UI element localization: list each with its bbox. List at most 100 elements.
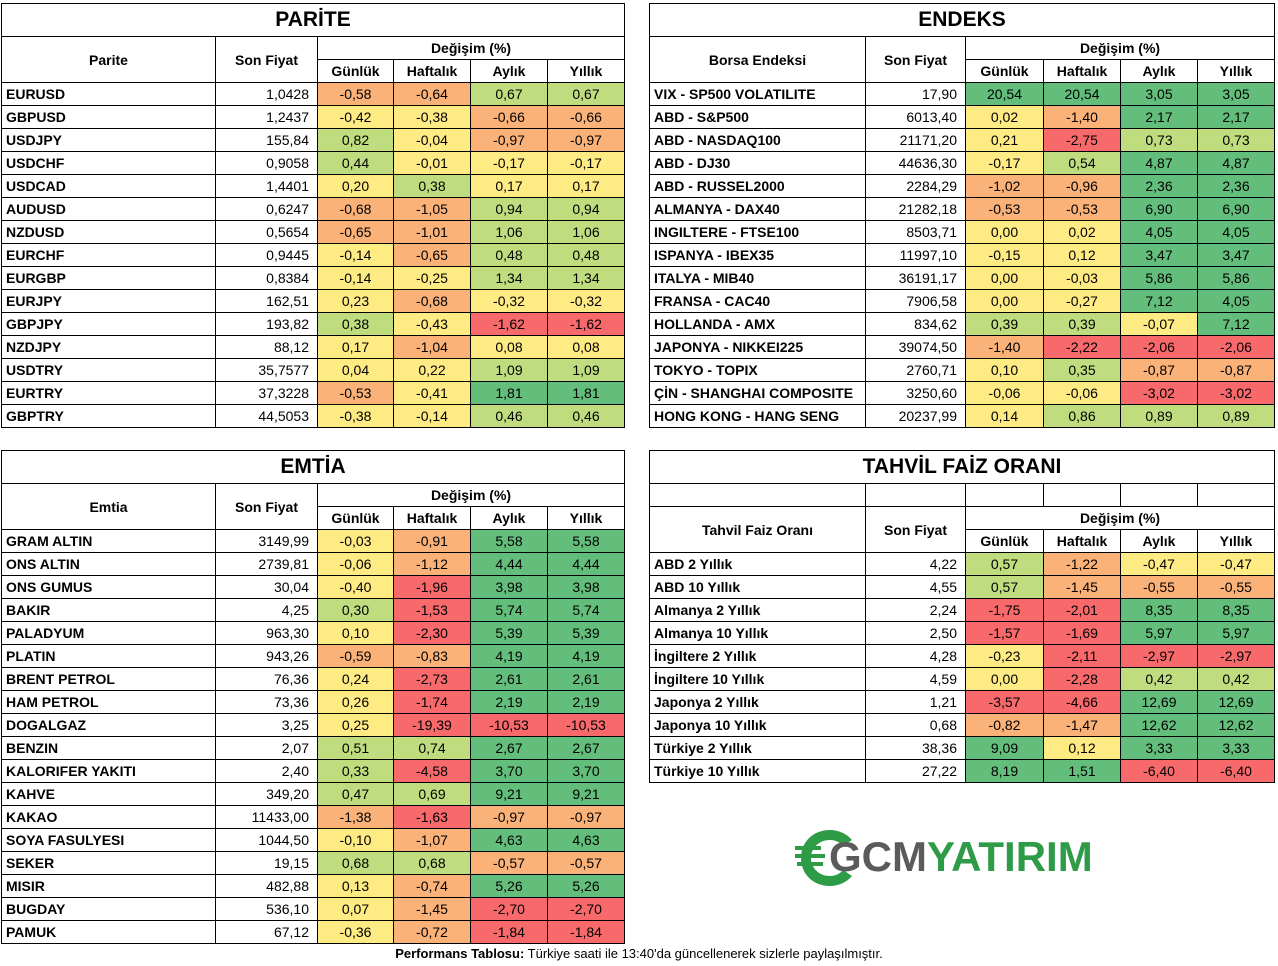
row-name: KAKAO xyxy=(1,805,216,829)
table-row: BAKIR 4,25 0,30 -1,53 5,74 5,74 xyxy=(1,598,625,622)
table-row: Japonya 10 Yıllık 0,68 -0,82 -1,47 12,62 12,6… xyxy=(649,713,1275,737)
change-monthly: 2,19 xyxy=(470,690,548,714)
row-price: 21282,18 xyxy=(865,197,966,221)
change-daily: 0,30 xyxy=(317,598,394,622)
table-row: BUGDAY 536,10 0,07 -1,45 -2,70 -2,70 xyxy=(1,897,625,921)
change-daily: 0,02 xyxy=(965,105,1044,129)
table-row: SOYA FASULYESI 1044,50 -0,10 -1,07 4,63 4,63 xyxy=(1,828,625,852)
change-weekly: -0,65 xyxy=(393,243,471,267)
change-monthly: 0,73 xyxy=(1120,128,1198,152)
table-row: BENZIN 2,07 0,51 0,74 2,67 2,67 xyxy=(1,736,625,760)
row-name: GBPUSD xyxy=(1,105,216,129)
change-daily: -0,58 xyxy=(317,82,394,106)
change-daily: 0,57 xyxy=(965,552,1044,576)
row-name: PAMUK xyxy=(1,920,216,944)
table-row: SEKER 19,15 0,68 0,68 -0,57 -0,57 xyxy=(1,851,625,875)
change-yearly: 0,17 xyxy=(547,174,625,198)
row-name: GRAM ALTIN xyxy=(1,529,216,553)
table-row: INGILTERE - FTSE100 8503,71 0,00 0,02 4,05 4,… xyxy=(649,220,1275,244)
change-daily: -0,15 xyxy=(965,243,1044,267)
change-yearly: 6,90 xyxy=(1197,197,1275,221)
row-price: 4,55 xyxy=(865,575,966,599)
row-price: 44636,30 xyxy=(865,151,966,175)
change-weekly: -1,63 xyxy=(393,805,471,829)
change-daily: -0,68 xyxy=(317,197,394,221)
emtia-title: EMTİA xyxy=(1,450,625,484)
row-name: EURCHF xyxy=(1,243,216,267)
change-daily: 0,21 xyxy=(965,128,1044,152)
row-price: 17,90 xyxy=(865,82,966,106)
change-monthly: 1,81 xyxy=(470,381,548,405)
change-yearly: 0,94 xyxy=(547,197,625,221)
change-weekly: -1,12 xyxy=(393,552,471,576)
change-weekly: 0,12 xyxy=(1043,243,1121,267)
change-weekly: 0,74 xyxy=(393,736,471,760)
row-name: NZDJPY xyxy=(1,335,216,359)
change-monthly: 3,70 xyxy=(470,759,548,783)
row-name: ABD - NASDAQ100 xyxy=(649,128,866,152)
row-name: EURGBP xyxy=(1,266,216,290)
change-daily: 0,07 xyxy=(317,897,394,921)
change-monthly: -6,40 xyxy=(1120,759,1198,783)
change-monthly: 0,89 xyxy=(1120,404,1198,428)
change-weekly: 20,54 xyxy=(1043,82,1121,106)
endeks-header-monthly: Aylık xyxy=(1120,59,1198,83)
gcm-logo: GCMYATIRIM xyxy=(795,822,1125,892)
emtia-header-monthly: Aylık xyxy=(470,506,548,530)
tahvil-header-daily: Günlük xyxy=(965,529,1044,553)
parite-header-weekly: Haftalık xyxy=(393,59,471,83)
change-yearly: 5,26 xyxy=(547,874,625,898)
change-monthly: 4,44 xyxy=(470,552,548,576)
change-weekly: 0,39 xyxy=(1043,312,1121,336)
change-weekly: -0,38 xyxy=(393,105,471,129)
change-yearly: 9,21 xyxy=(547,782,625,806)
endeks-header-price: Son Fiyat xyxy=(865,36,966,83)
table-row: USDTRY 35,7577 0,04 0,22 1,09 1,09 xyxy=(1,358,625,382)
row-price: 2284,29 xyxy=(865,174,966,198)
change-monthly: 0,94 xyxy=(470,197,548,221)
change-daily: 0,14 xyxy=(965,404,1044,428)
table-row: NZDJPY 88,12 0,17 -1,04 0,08 0,08 xyxy=(1,335,625,359)
row-name: Almanya 2 Yıllık xyxy=(649,598,866,622)
change-weekly: -0,91 xyxy=(393,529,471,553)
row-name: FRANSA - CAC40 xyxy=(649,289,866,313)
change-daily: 0,44 xyxy=(317,151,394,175)
change-weekly: -2,73 xyxy=(393,667,471,691)
change-yearly: 1,34 xyxy=(547,266,625,290)
change-monthly: 5,26 xyxy=(470,874,548,898)
emtia-header-daily: Günlük xyxy=(317,506,394,530)
table-row: KAKAO 11433,00 -1,38 -1,63 -0,97 -0,97 xyxy=(1,805,625,829)
table-row: EURCHF 0,9445 -0,14 -0,65 0,48 0,48 xyxy=(1,243,625,267)
table-row: ABD 10 Yıllık 4,55 0,57 -1,45 -0,55 -0,55 xyxy=(649,575,1275,599)
table-row: İngiltere 10 Yıllık 4,59 0,00 -2,28 0,42 0,42 xyxy=(649,667,1275,691)
change-yearly: 3,47 xyxy=(1197,243,1275,267)
table-row: ONS GUMUS 30,04 -0,40 -1,96 3,98 3,98 xyxy=(1,575,625,599)
change-monthly: 0,67 xyxy=(470,82,548,106)
change-weekly: -0,06 xyxy=(1043,381,1121,405)
change-yearly: 3,70 xyxy=(547,759,625,783)
row-name: SEKER xyxy=(1,851,216,875)
change-daily: 0,57 xyxy=(965,575,1044,599)
row-price: 155,84 xyxy=(215,128,318,152)
emtia-header-weekly: Haftalık xyxy=(393,506,471,530)
change-daily: 9,09 xyxy=(965,736,1044,760)
row-name: USDTRY xyxy=(1,358,216,382)
change-weekly: -2,30 xyxy=(393,621,471,645)
row-name: Türkiye 10 Yıllık xyxy=(649,759,866,783)
row-price: 0,68 xyxy=(865,713,966,737)
change-monthly: 1,09 xyxy=(470,358,548,382)
change-yearly: 0,73 xyxy=(1197,128,1275,152)
change-monthly: 0,08 xyxy=(470,335,548,359)
table-row: USDJPY 155,84 0,82 -0,04 -0,97 -0,97 xyxy=(1,128,625,152)
change-yearly: 12,62 xyxy=(1197,713,1275,737)
row-price: 11997,10 xyxy=(865,243,966,267)
change-monthly: 5,58 xyxy=(470,529,548,553)
change-weekly: 0,22 xyxy=(393,358,471,382)
change-monthly: 5,74 xyxy=(470,598,548,622)
row-name: ÇİN - SHANGHAI COMPOSITE xyxy=(649,381,866,405)
row-name: DOGALGAZ xyxy=(1,713,216,737)
table-row: Almanya 2 Yıllık 2,24 -1,75 -2,01 8,35 8,35 xyxy=(649,598,1275,622)
row-price: 20237,99 xyxy=(865,404,966,428)
row-price: 4,22 xyxy=(865,552,966,576)
change-weekly: -0,64 xyxy=(393,82,471,106)
